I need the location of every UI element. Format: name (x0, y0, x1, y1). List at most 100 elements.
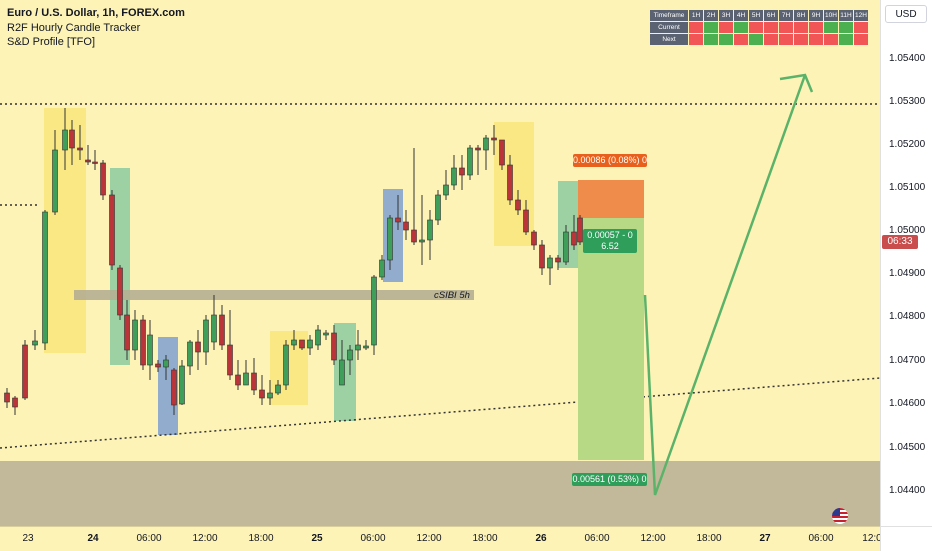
bear-candle (251, 372, 257, 391)
bear-candle (395, 217, 401, 223)
tf-col-6h: 6H (763, 9, 779, 22)
tf-cell-green (838, 21, 854, 34)
bear-candle (117, 267, 123, 316)
chart-area[interactable]: Euro / U.S. Dollar, 1h, FOREX.com R2F Ho… (0, 0, 880, 526)
tf-cell-red (718, 21, 734, 34)
bear-candle (100, 162, 106, 196)
bear-candle (539, 244, 545, 269)
bear-candle (227, 344, 233, 376)
bear-candle (411, 229, 417, 243)
price-tick: 1.05000 (889, 225, 926, 236)
timeframe-header: Timeframe (649, 9, 689, 22)
bull-candle (451, 167, 457, 186)
price-tick: 1.05300 (889, 96, 926, 107)
bear-candle (85, 159, 91, 163)
time-tick: 23 (22, 533, 34, 544)
bull-candle (387, 217, 393, 261)
price-tick: 1.05200 (889, 139, 926, 150)
time-tick: 18:00 (248, 533, 274, 544)
bull-candle (467, 147, 473, 176)
currency-button[interactable]: USD (885, 5, 927, 23)
tf-col-9h: 9H (808, 9, 824, 22)
projection-arrow (643, 74, 807, 496)
position-entry-label[interactable]: 0.00057 - 0 6.52 (583, 229, 637, 253)
time-tick: 27 (759, 533, 771, 544)
time-tick: 25 (311, 533, 323, 544)
time-tick: 06:00 (360, 533, 386, 544)
price-axis[interactable]: 1.05400 1.05300 1.05200 1.05100 1.05000 1.049… (880, 0, 932, 526)
bull-candle (52, 149, 58, 213)
bear-candle (403, 221, 409, 231)
time-tick: 12:00 (640, 533, 666, 544)
time-tick: 24 (87, 533, 99, 544)
symbol-title[interactable]: Euro / U.S. Dollar, 1h, FOREX.com (7, 7, 185, 19)
entry-label-line1: 0.00057 - 0 (587, 230, 633, 240)
time-tick: 12:00 (192, 533, 218, 544)
trend-line (0, 377, 880, 449)
tf-cell-red (763, 33, 779, 46)
time-tick: 12:00 (416, 533, 442, 544)
axis-corner (880, 526, 932, 551)
target-label[interactable]: 0.00086 (0.08%) 0 (573, 154, 648, 167)
time-axis[interactable]: 23 24 06:00 12:00 18:00 25 06:00 12:00 18:00 26 06… (0, 526, 882, 551)
bull-candle (283, 344, 289, 386)
bull-candle (267, 392, 273, 399)
bull-candle (483, 137, 489, 151)
bear-candle (69, 129, 75, 149)
bear-candle (571, 231, 577, 246)
tf-col-4h: 4H (733, 9, 749, 22)
bear-candle (577, 217, 583, 243)
time-tick: 18:00 (696, 533, 722, 544)
bull-candle (547, 257, 553, 269)
bull-candle (179, 365, 185, 405)
bull-candle (347, 349, 353, 361)
bull-candle (187, 341, 193, 367)
entry-label-line2: 6.52 (601, 241, 619, 251)
bear-candle (499, 139, 505, 166)
bear-candle (523, 209, 529, 233)
tf-cell-red (793, 21, 809, 34)
bear-candle (331, 332, 337, 361)
time-tick: 06:00 (136, 533, 162, 544)
tf-cell-red (688, 21, 704, 34)
demand-zone-green (334, 323, 356, 421)
price-tick: 1.04900 (889, 268, 926, 279)
price-tick: 1.04700 (889, 355, 926, 366)
indicator-sd-label[interactable]: S&D Profile [TFO] (7, 36, 96, 48)
us-flag-icon[interactable] (832, 508, 848, 524)
current-price-flag: 06:33 (882, 235, 918, 249)
bear-candle (555, 257, 561, 263)
timeframe-table: Timeframe 1H 2H 3H 4H 5H 6H 7H 8H 9H 10H… (649, 9, 869, 46)
tf-cell-red (853, 21, 869, 34)
bear-candle (140, 319, 146, 366)
tf-cell-red (748, 21, 764, 34)
price-tick: 1.04500 (889, 442, 926, 453)
bear-candle (235, 374, 241, 386)
price-tick: 1.05400 (889, 53, 926, 64)
bull-candle (62, 129, 68, 151)
tf-cell-red (763, 21, 779, 34)
tf-cell-green (838, 33, 854, 46)
stop-label[interactable]: 0.00561 (0.53%) 0 (572, 473, 647, 486)
bear-candle (515, 199, 521, 211)
bull-candle (363, 345, 369, 349)
tf-cell-green (733, 21, 749, 34)
bull-candle (147, 334, 153, 366)
bear-candle (507, 164, 513, 201)
tf-col-5h: 5H (748, 9, 764, 22)
bear-candle (531, 231, 537, 246)
tf-cell-red (808, 33, 824, 46)
tf-col-1h: 1H (688, 9, 704, 22)
bull-candle (563, 231, 569, 263)
bear-candle (77, 147, 83, 151)
bear-candle (459, 167, 465, 176)
bull-candle (323, 332, 329, 336)
bear-candle (4, 392, 10, 403)
tf-cell-green (703, 33, 719, 46)
bull-candle (307, 339, 313, 349)
bull-candle (419, 239, 425, 243)
price-chart[interactable] (0, 0, 880, 526)
indicator-r2f-label[interactable]: R2F Hourly Candle Tracker (7, 22, 141, 34)
tf-col-7h: 7H (778, 9, 794, 22)
arrow-head (779, 73, 814, 93)
